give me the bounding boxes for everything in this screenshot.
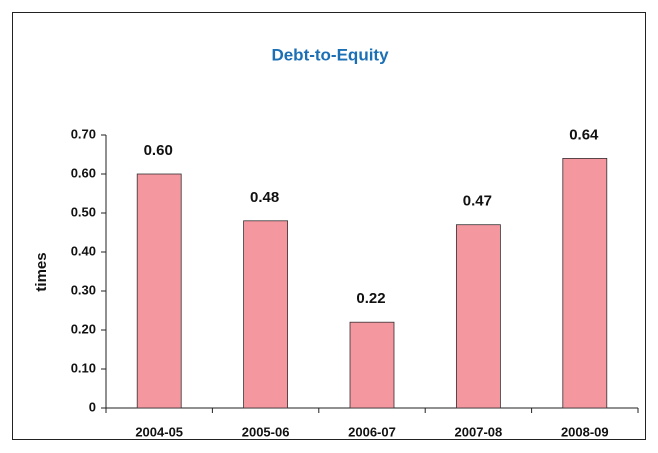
data-label: 0.64 <box>569 126 599 143</box>
bar <box>455 224 501 409</box>
bar <box>349 321 395 409</box>
x-tick-label: 2005-06 <box>242 424 290 439</box>
data-label: 0.48 <box>250 189 279 206</box>
y-tick-label: 0.50 <box>71 204 96 219</box>
y-tick-label: 0.60 <box>71 165 96 180</box>
data-label: 0.60 <box>144 142 173 159</box>
data-label: 0.22 <box>356 290 385 307</box>
y-tick-label: 0.20 <box>71 321 96 336</box>
x-tick-label: 2004-05 <box>135 424 183 439</box>
y-tick-label: 0.40 <box>71 243 96 258</box>
y-tick-label: 0.30 <box>71 282 96 297</box>
y-tick-label: 0.10 <box>71 360 96 375</box>
x-tick-label: 2008-09 <box>561 424 609 439</box>
y-tick-label: 0.70 <box>71 126 96 141</box>
bar <box>562 157 608 409</box>
y-axis-title: times <box>33 252 50 291</box>
bar <box>136 173 182 409</box>
chart-title: Debt-to-Equity <box>271 45 389 64</box>
x-tick-label: 2006-07 <box>348 424 396 439</box>
data-label: 0.47 <box>463 193 492 210</box>
y-tick-label: 0 <box>89 399 96 414</box>
x-tick-label: 2007-08 <box>455 424 503 439</box>
bar <box>243 220 289 409</box>
chart-frame <box>12 12 646 440</box>
